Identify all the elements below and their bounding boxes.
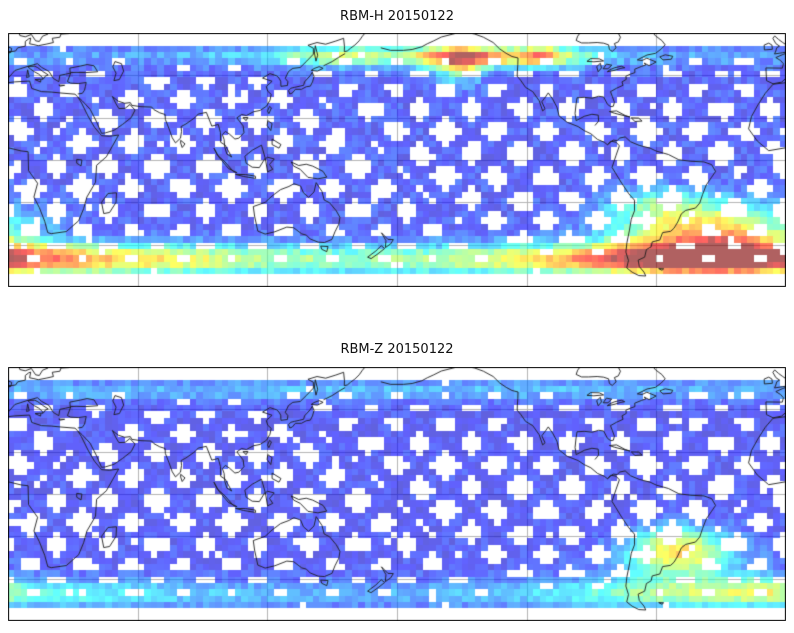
panel-title-rbm-h: RBM-H 20150122 — [340, 9, 454, 24]
map-canvas-rbm-h — [8, 33, 786, 287]
panel-title-rbm-z: RBM-Z 20150122 — [340, 342, 454, 357]
map-canvas-rbm-z — [8, 367, 786, 621]
